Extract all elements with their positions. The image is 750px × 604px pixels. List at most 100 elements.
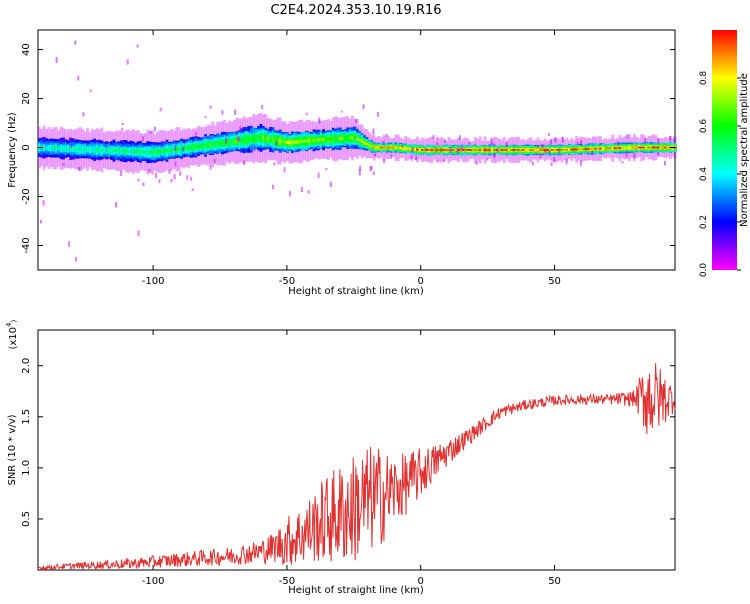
- heatmap-cell: [225, 137, 228, 144]
- heatmap-cell: [223, 141, 227, 145]
- heatmap-cell: [616, 147, 619, 149]
- snr-scale-factor: (x10 4): [5, 320, 19, 350]
- heatmap-cell: [262, 135, 265, 141]
- heatmap-cell: [659, 146, 663, 149]
- heatmap-cell: [273, 162, 276, 166]
- heatmap-cell: [189, 145, 193, 149]
- spectrogram-x-tick-label: -100: [142, 276, 165, 287]
- heatmap-cell: [271, 138, 275, 142]
- heatmap-cell: [76, 147, 80, 151]
- heatmap-cell: [541, 144, 544, 149]
- heatmap-cell: [415, 155, 418, 161]
- heatmap-cell: [302, 139, 306, 143]
- heatmap-cell: [476, 149, 480, 151]
- heatmap-cell: [253, 146, 256, 152]
- heatmap-cell: [396, 146, 400, 149]
- heatmap-cell: [239, 131, 242, 134]
- heatmap-cell: [567, 148, 571, 151]
- heatmap-cell: [194, 145, 198, 149]
- heatmap-cell: [502, 149, 506, 151]
- heatmap-cell: [293, 140, 297, 144]
- heatmap-cell: [165, 149, 169, 153]
- heatmap-cell: [561, 136, 564, 143]
- heatmap-cell: [377, 111, 380, 117]
- heatmap-cell: [408, 148, 412, 150]
- spectrogram-x-tick-label: -50: [279, 276, 295, 287]
- heatmap-cell: [283, 140, 287, 144]
- heatmap-cell: [666, 146, 670, 149]
- heatmap-cell: [625, 151, 628, 158]
- heatmap-cell: [454, 149, 458, 151]
- heatmap-cell: [100, 148, 104, 152]
- heatmap-cell: [421, 149, 424, 151]
- heatmap-cell: [673, 146, 677, 149]
- spectrogram-y-tick-label: -20: [21, 188, 32, 204]
- heatmap-cell: [399, 147, 403, 149]
- heatmap-cell: [418, 149, 422, 151]
- heatmap-cell: [623, 147, 627, 149]
- heatmap-cell: [124, 149, 128, 153]
- heatmap-cell: [543, 149, 547, 151]
- heatmap-cell: [305, 139, 309, 143]
- heatmap-cell: [570, 148, 574, 151]
- heatmap-cell: [201, 144, 205, 148]
- heatmap-cell: [468, 141, 471, 145]
- heatmap-cell: [550, 161, 553, 167]
- heatmap-cell: [365, 142, 369, 146]
- heatmap-cell: [180, 147, 183, 151]
- heatmap-cell: [141, 136, 144, 141]
- heatmap-cell: [77, 75, 80, 81]
- heatmap-cell: [66, 147, 70, 151]
- heatmap-cell: [401, 144, 404, 148]
- heatmap-cell: [557, 151, 560, 155]
- heatmap-cell: [300, 139, 304, 143]
- heatmap-cell: [174, 145, 177, 151]
- heatmap-cell: [475, 161, 478, 165]
- heatmap-cell: [136, 149, 140, 154]
- heatmap-cell: [324, 137, 328, 142]
- spectrogram-y-tick-label: 20: [21, 92, 32, 105]
- heatmap-cell: [175, 147, 179, 151]
- heatmap-cell: [433, 149, 436, 151]
- heatmap-cell: [148, 169, 151, 172]
- colorbar-tick-label: 0.2: [699, 215, 709, 229]
- snr-series: [37, 363, 676, 572]
- heatmap-cell: [664, 146, 668, 149]
- heatmap-cell: [512, 149, 516, 151]
- heatmap-cell: [496, 147, 499, 153]
- colorbar-tick-label: 0.0: [699, 263, 709, 278]
- heatmap-cell: [591, 150, 594, 156]
- heatmap-cell: [458, 135, 461, 141]
- heatmap-cell: [537, 145, 540, 148]
- heatmap-cell: [78, 147, 82, 151]
- colorbar: 0.0 0.2 0.4 0.6 0.8 Normalized spectral ampl…: [699, 30, 750, 277]
- heatmap-cell: [447, 149, 451, 151]
- heatmap-cell: [105, 145, 108, 148]
- heatmap-cell: [151, 150, 154, 154]
- heatmap-cell: [436, 159, 439, 163]
- heatmap-cell: [457, 149, 460, 151]
- heatmap-cell: [186, 175, 189, 180]
- heatmap-cell: [199, 144, 203, 148]
- heatmap-cell: [599, 147, 602, 150]
- heatmap-cell: [625, 147, 629, 149]
- heatmap-cell: [163, 149, 166, 153]
- heatmap-cell: [346, 136, 350, 140]
- heatmap-cell: [225, 140, 229, 145]
- heatmap-cell: [61, 140, 64, 144]
- heatmap-cell: [68, 137, 71, 142]
- heatmap-cell: [57, 146, 60, 150]
- heatmap-cell: [498, 149, 501, 151]
- heatmap-cell: [539, 149, 542, 151]
- heatmap-cell: [443, 139, 446, 143]
- heatmap-cell: [334, 137, 337, 141]
- heatmap-cell: [382, 140, 385, 146]
- heatmap-cell: [187, 146, 191, 150]
- spectrogram-ticks: -100 -50 0 50 -40 -20 0 20 40: [21, 30, 675, 287]
- heatmap-cell: [565, 148, 569, 151]
- heatmap-cell: [192, 145, 195, 149]
- snr-ticks: -100 -50 0 50 0.5 1.0 1.5 2.0: [21, 330, 675, 587]
- heatmap-cell: [218, 141, 222, 146]
- heatmap-cell: [481, 149, 484, 151]
